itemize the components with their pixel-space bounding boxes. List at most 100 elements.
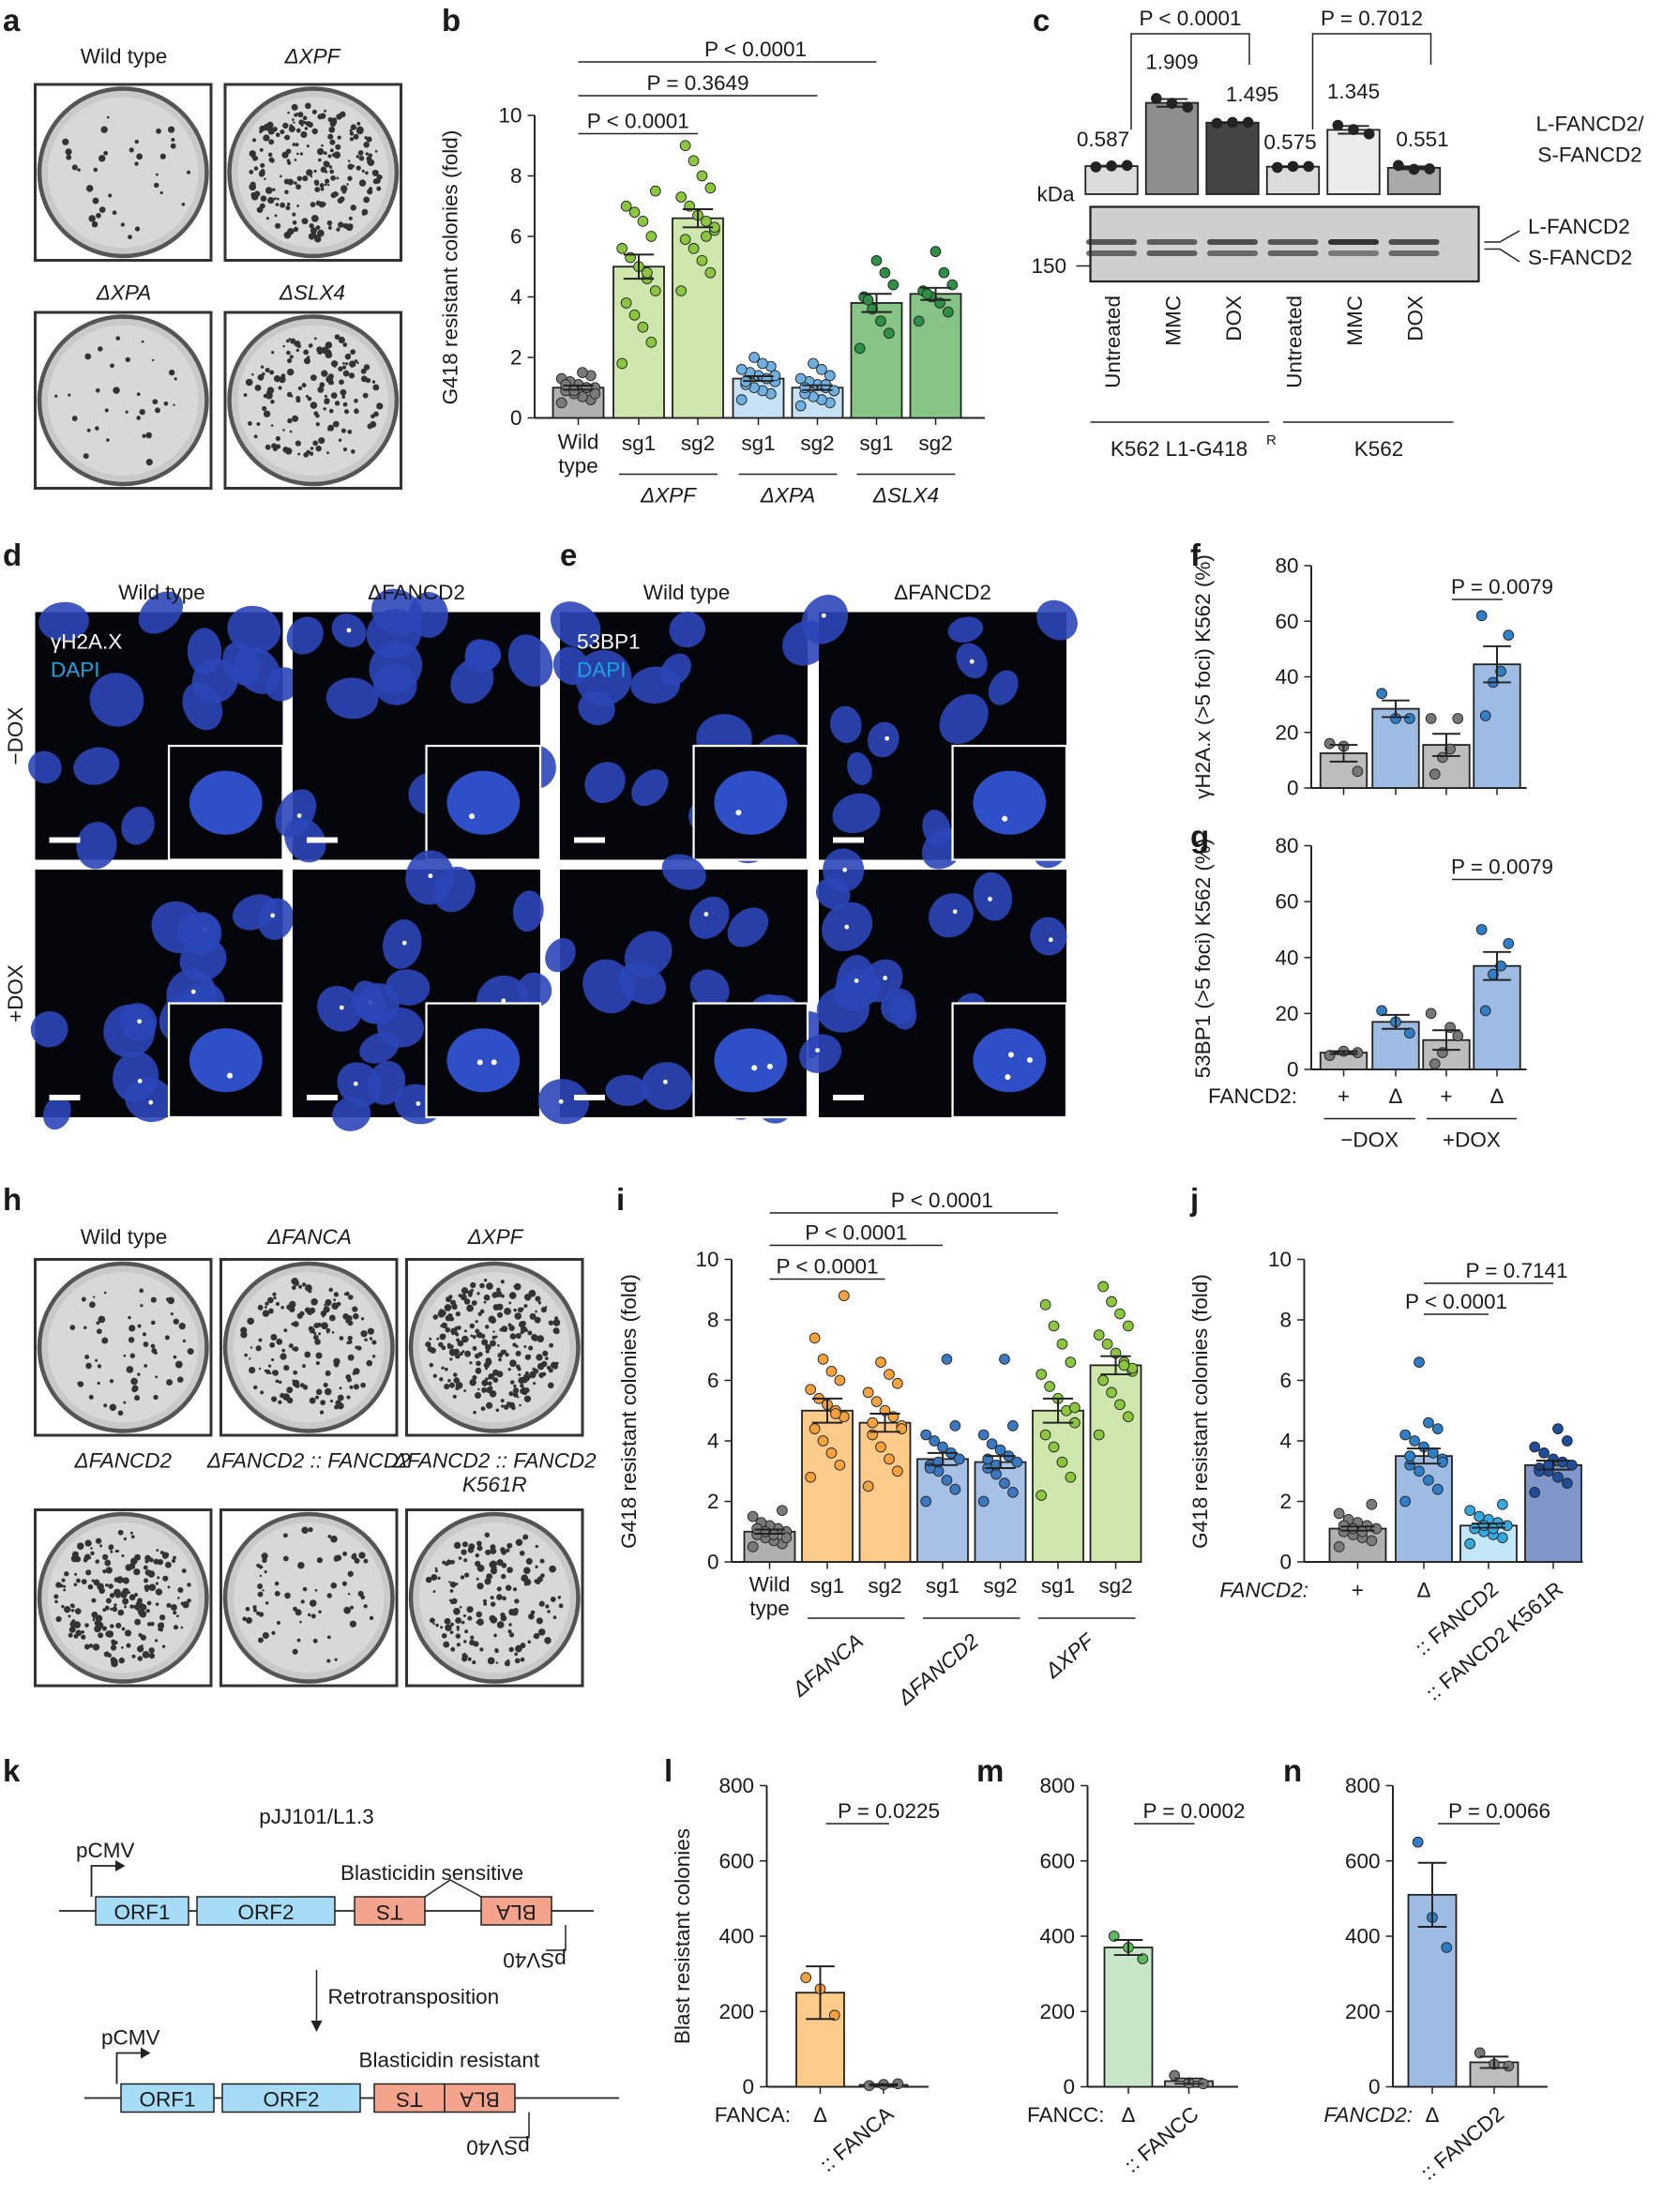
y-tick-label: 0 <box>1287 777 1299 800</box>
data-point <box>616 243 628 254</box>
bla-box <box>444 2083 516 2114</box>
data-point <box>1414 1465 1425 1477</box>
resistance-label: Blasticidin sensitive <box>340 1861 523 1885</box>
data-point <box>1101 1338 1113 1350</box>
group-label: K562 L1-G418 <box>1111 437 1247 461</box>
data-point <box>1347 1523 1359 1535</box>
y-tick-label: 0 <box>1279 1551 1292 1574</box>
group-label: ΔXPA <box>760 484 815 508</box>
panel-label-d: d <box>3 538 22 572</box>
scale-bar <box>833 1095 864 1100</box>
data-point <box>884 327 895 340</box>
data-point <box>777 1505 788 1517</box>
category-label: sg2 <box>681 432 715 455</box>
bar <box>1089 1364 1142 1563</box>
data-point <box>937 1441 948 1453</box>
data-point <box>555 397 567 409</box>
data-point <box>817 1435 829 1447</box>
data-point <box>921 288 933 300</box>
y-tick-label: 20 <box>1275 1002 1298 1025</box>
y-tick-label: 2 <box>510 346 522 370</box>
data-point <box>1503 2060 1515 2072</box>
data-point <box>870 254 883 266</box>
data-point <box>941 1354 953 1365</box>
colony-plate <box>405 1508 584 1688</box>
p-value-label: P = 0.3649 <box>646 71 748 95</box>
data-point <box>1036 1369 1048 1380</box>
data-point <box>1048 1441 1060 1453</box>
data-point <box>1114 1399 1126 1411</box>
y-tick-label: 800 <box>1345 1774 1381 1797</box>
data-point <box>875 315 886 327</box>
row-label: −DOX <box>4 707 27 765</box>
data-point <box>620 200 632 212</box>
value-label: 0.575 <box>1263 130 1316 154</box>
data-point <box>1352 1047 1364 1058</box>
data-point <box>1137 1953 1149 1964</box>
value-label: 0.587 <box>1077 128 1129 151</box>
psv40-label: pSV40 <box>503 1948 567 1972</box>
data-point <box>616 357 628 370</box>
category-label: + <box>1440 1084 1452 1108</box>
data-point <box>701 216 712 227</box>
data-point <box>1565 1459 1578 1471</box>
treatment-label: MMC <box>1162 295 1186 346</box>
treatment-label: DOX <box>1404 295 1428 341</box>
band-short <box>1388 250 1440 256</box>
data-point <box>1093 1429 1105 1441</box>
group-label: +DOX <box>1443 1129 1501 1152</box>
band-short <box>1267 250 1319 256</box>
data-point <box>816 364 827 375</box>
band-long <box>1207 239 1258 245</box>
p-value-label: P < 0.0001 <box>1405 1290 1507 1313</box>
micrograph <box>801 595 1078 870</box>
y-tick-label: 60 <box>1275 890 1298 914</box>
data-point <box>1123 1320 1134 1332</box>
bar <box>1103 1947 1154 2088</box>
data-point <box>943 306 954 318</box>
y-tick-label: 80 <box>1275 554 1298 578</box>
plate-label: ΔXPF <box>284 45 341 68</box>
band-short <box>1086 250 1137 256</box>
data-point <box>1495 960 1506 972</box>
data-point <box>1404 713 1415 724</box>
bla-label: BLA <box>460 2088 500 2112</box>
category-label: Δ <box>1425 2103 1439 2127</box>
panel-label-l: l <box>664 1753 673 1788</box>
data-point <box>1543 1459 1554 1471</box>
data-point <box>892 1465 903 1477</box>
category-label: Wild type <box>558 431 599 478</box>
data-point <box>1068 1401 1081 1414</box>
band-short <box>1328 250 1379 256</box>
category-label: sg1 <box>1041 1574 1075 1598</box>
band-label: L-FANCD2 <box>1528 215 1630 238</box>
data-point <box>581 382 593 394</box>
stain-label: γH2A.X <box>51 630 122 654</box>
y-tick-label: 0 <box>1063 2075 1075 2098</box>
data-point <box>838 1290 850 1302</box>
data-point <box>701 231 712 242</box>
micrograph <box>293 850 552 1131</box>
data-point <box>637 216 649 227</box>
data-point <box>620 297 632 309</box>
data-point <box>887 279 900 291</box>
y-tick-label: 0 <box>1287 1058 1299 1082</box>
data-point <box>628 309 641 321</box>
orf2-label: ORF2 <box>263 2088 319 2112</box>
genotype-prefix: FANCD2: <box>1208 1084 1297 1108</box>
plate-label: ΔXPA <box>96 281 151 305</box>
y-tick-label: 0 <box>510 406 522 430</box>
panel-label-i: i <box>616 1182 625 1217</box>
promoter-arrow <box>90 1865 115 1897</box>
y-tick-label: 600 <box>1039 1849 1075 1872</box>
orf2-box <box>221 2083 361 2114</box>
colony-plate <box>219 1508 399 1688</box>
western-blot: kDa 150 L-FANCD2 S-FANCD2 <box>1032 183 1632 283</box>
micrograph <box>798 848 1068 1119</box>
group-label: ΔSLX4 <box>872 484 939 508</box>
data-point <box>1007 1420 1019 1432</box>
construct-title: pJJ101/L1.3 <box>259 1805 374 1828</box>
plate-label: ΔXPF <box>467 1225 524 1249</box>
ts-box <box>354 1896 426 1926</box>
data-point <box>1452 1030 1464 1042</box>
